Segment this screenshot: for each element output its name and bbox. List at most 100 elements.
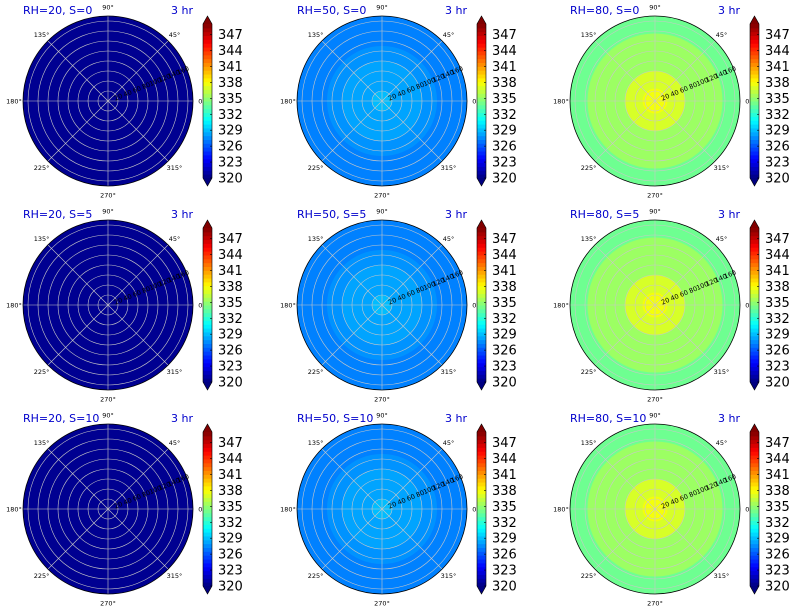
colorbar-segment <box>477 501 486 506</box>
colorbar-segment <box>477 124 486 129</box>
angle-tick-label: 315° <box>441 164 457 172</box>
colorbar-segment <box>750 378 759 383</box>
colorbar-segment <box>477 35 486 40</box>
radial-tick-label: 40 <box>396 292 407 303</box>
colorbar-tick-label: 323 <box>218 564 243 579</box>
colorbar-tick-label: 320 <box>765 172 790 187</box>
angle-tick-label: 0° <box>472 97 479 105</box>
angle-tick-label: 180° <box>280 97 296 105</box>
angle-tick-label: 45° <box>169 31 181 39</box>
colorbar-segment <box>203 254 212 260</box>
colorbar-segment <box>203 582 212 587</box>
radial-tick-label: 20 <box>113 92 124 103</box>
colorbar-segment <box>203 432 212 437</box>
colorbar-segment <box>203 270 212 275</box>
colorbar-segment <box>477 97 486 102</box>
colorbar-tick-label: 320 <box>492 580 517 595</box>
colorbar-segment <box>750 39 759 44</box>
colorbar-segment <box>477 70 486 75</box>
angular-gridline <box>47 508 109 570</box>
colorbar-segment <box>750 582 759 587</box>
colorbar-segment <box>203 54 212 60</box>
colorbar-segment <box>203 543 212 548</box>
panel-time-label: 3 hr <box>171 412 193 425</box>
colorbar-tick-label: 344 <box>218 44 243 59</box>
colorbar-segment <box>750 170 759 175</box>
colorbar-segment <box>203 43 212 48</box>
colorbar-frame <box>476 15 487 187</box>
colorbar-segment <box>477 154 486 160</box>
angle-tick-label: 315° <box>714 368 730 376</box>
colorbar-segment <box>750 47 759 52</box>
colorbar-segment <box>477 50 486 56</box>
colorbar-segment <box>750 551 759 556</box>
polar-panel: 0°45°90°135°180°225°270°315°204060801001… <box>6 411 243 607</box>
colorbar-segment <box>750 559 759 564</box>
colorbar-segment <box>477 335 486 341</box>
colorbar-tick-label: 344 <box>492 452 517 467</box>
colorbar-segment <box>203 320 212 325</box>
colorbar-segment <box>477 143 486 148</box>
radial-tick-label: 40 <box>669 292 680 303</box>
colorbar-frame <box>202 15 213 187</box>
angular-gridline <box>47 244 109 306</box>
angle-tick-label: 180° <box>553 505 569 513</box>
angle-tick-label: 225° <box>34 368 50 376</box>
colorbar-segment <box>477 162 486 167</box>
colorbar-segment <box>477 543 486 548</box>
angular-gridline <box>107 448 169 510</box>
colorbar-tick-label: 347 <box>765 436 790 451</box>
colorbar-segment <box>477 127 486 133</box>
colorbar-tick-label: 323 <box>765 360 790 375</box>
polar-frame <box>22 219 194 391</box>
angle-tick-label: 0° <box>745 97 752 105</box>
angle-tick-label: 135° <box>308 439 324 447</box>
colorbar-segment <box>203 243 212 248</box>
colorbar-segment <box>477 566 486 572</box>
colorbar-segment <box>750 574 759 579</box>
colorbar-segment <box>750 478 759 483</box>
colorbar-segment <box>477 505 486 510</box>
colorbar-tick-label: 344 <box>492 44 517 59</box>
angular-gridline <box>654 244 716 306</box>
angular-gridline <box>381 508 443 570</box>
radial-tick-label: 60 <box>679 84 690 95</box>
polar-panel: 0°45°90°135°180°225°270°315°204060801001… <box>6 3 243 199</box>
colorbar-segment <box>750 85 759 90</box>
colorbar-tick-label: 338 <box>492 484 517 499</box>
colorbar-segment <box>750 239 759 244</box>
colorbar-segment <box>477 339 486 344</box>
colorbar-extend-max <box>477 16 486 24</box>
colorbar-segment <box>477 39 486 44</box>
colorbar-segment <box>203 170 212 175</box>
polar-frame <box>296 423 468 595</box>
colorbar-segment <box>750 139 759 144</box>
colorbar-segment <box>750 493 759 498</box>
colorbar-tick-label: 326 <box>492 548 517 563</box>
colorbar-segment <box>750 562 759 568</box>
colorbar-segment <box>750 482 759 487</box>
radial-tick-label: 40 <box>396 496 407 507</box>
radial-tick-label: 40 <box>396 88 407 99</box>
colorbar-tick-label: 341 <box>492 468 517 483</box>
polar-panel: 0°45°90°135°180°225°270°315°204060801001… <box>280 3 517 199</box>
colorbar-segment <box>750 154 759 160</box>
radial-tick-label: 80 <box>141 285 152 296</box>
panel-time-label: 3 hr <box>445 4 467 17</box>
colorbar-tick-label: 335 <box>492 92 517 107</box>
angle-tick-label: 180° <box>553 97 569 105</box>
colorbar-segment <box>750 254 759 260</box>
colorbar-segment <box>750 54 759 60</box>
angular-gridline <box>594 304 656 366</box>
colorbar-segment <box>750 532 759 537</box>
colorbar-segment <box>477 158 486 164</box>
colorbar-segment <box>750 539 759 545</box>
colorbar-segment <box>477 443 486 448</box>
angle-tick-label: 225° <box>308 572 324 580</box>
colorbar-segment <box>203 278 212 283</box>
colorbar-segment <box>750 77 759 83</box>
colorbar-segment <box>203 470 212 475</box>
panel-title: RH=20, S=5 <box>23 208 92 221</box>
